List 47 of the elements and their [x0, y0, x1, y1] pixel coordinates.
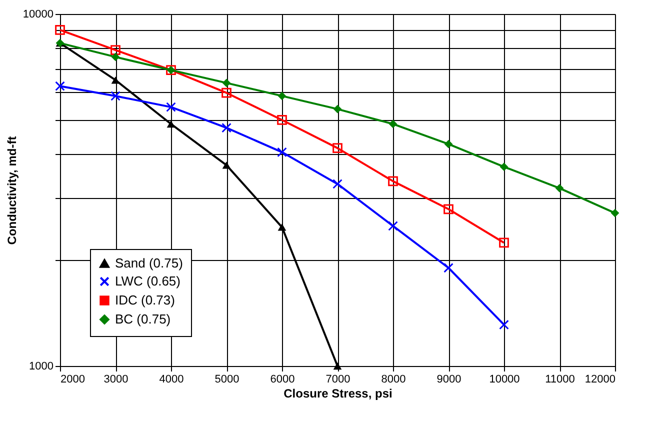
point: [388, 176, 398, 186]
point: [388, 220, 398, 231]
point: [388, 120, 398, 128]
point: [444, 204, 454, 214]
legend-label: IDC (0.73): [115, 292, 175, 308]
point: [444, 262, 454, 273]
x-tick-label: 12000: [584, 374, 616, 386]
x-tick-label: 11000: [545, 374, 575, 386]
point: [332, 143, 342, 154]
legend-label: Sand (0.75): [115, 256, 183, 270]
point: [222, 122, 232, 133]
x-tick-label: 10000: [489, 374, 520, 386]
point: [222, 88, 232, 98]
point: [277, 115, 287, 125]
x-tick-label: 9000: [436, 374, 462, 386]
point: [277, 147, 287, 158]
x-tick-label: 6000: [270, 374, 295, 386]
point: [111, 52, 120, 62]
y-axis-title: Conductivity, md-ft: [4, 136, 19, 245]
point: [110, 91, 120, 101]
point: [222, 78, 231, 88]
legend-label: LWC (0.65): [115, 274, 180, 288]
x-tick-label: 4000: [159, 374, 184, 386]
point: [555, 184, 564, 192]
x-tick-label: 5000: [214, 374, 240, 386]
y-tick-label: 1000: [29, 360, 54, 372]
x-tick-label: 3000: [104, 374, 128, 386]
point: [499, 238, 509, 248]
x-axis-title: Closure Stress, psi: [284, 386, 392, 400]
legend-label: BC (0.75): [115, 312, 171, 326]
point: [278, 224, 286, 231]
x-tick-label: 7000: [326, 374, 350, 386]
x-tick-label: 2000: [60, 374, 85, 386]
x-tick-label: 8000: [381, 374, 406, 386]
point: [278, 92, 286, 100]
point: [166, 102, 176, 112]
point: [500, 162, 508, 172]
point: [110, 45, 120, 55]
point: [332, 179, 342, 189]
point: [55, 81, 65, 92]
point: [610, 208, 620, 218]
point: [499, 320, 509, 330]
point: [111, 76, 120, 84]
point: [166, 120, 176, 128]
point: [222, 162, 231, 169]
point: [444, 140, 453, 148]
point: [333, 104, 342, 114]
